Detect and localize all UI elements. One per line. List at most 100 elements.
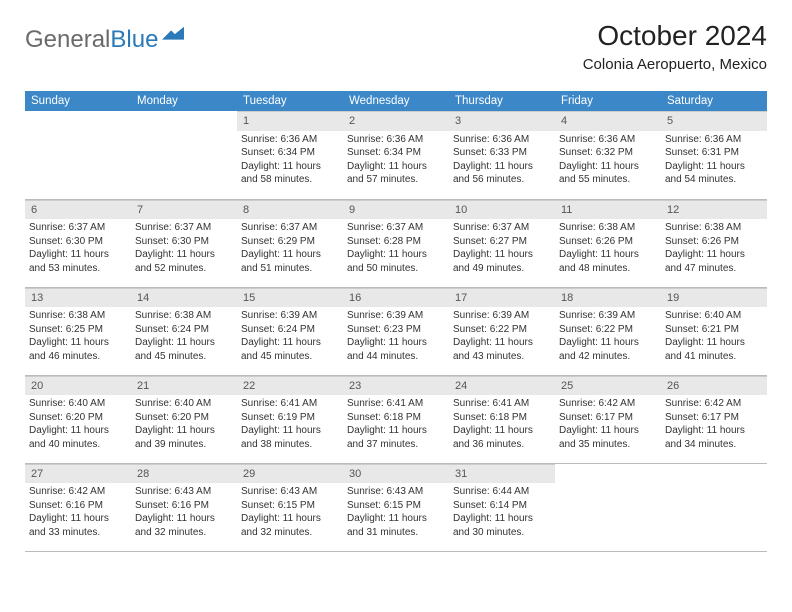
sunrise-line: Sunrise: 6:38 AM xyxy=(559,221,657,235)
day-content: Sunrise: 6:37 AMSunset: 6:27 PMDaylight:… xyxy=(449,219,555,277)
sunrise-line: Sunrise: 6:40 AM xyxy=(29,397,127,411)
sunrise-line: Sunrise: 6:37 AM xyxy=(29,221,127,235)
day-cell: 4Sunrise: 6:36 AMSunset: 6:32 PMDaylight… xyxy=(555,111,661,199)
sunrise-line: Sunrise: 6:36 AM xyxy=(453,133,551,147)
day-number: 8 xyxy=(237,200,343,220)
sunset-line: Sunset: 6:17 PM xyxy=(559,411,657,425)
daylight-line: Daylight: 11 hours and 41 minutes. xyxy=(665,336,763,363)
daylight-line: Daylight: 11 hours and 51 minutes. xyxy=(241,248,339,275)
sunset-line: Sunset: 6:34 PM xyxy=(347,146,445,160)
daylight-line: Daylight: 11 hours and 39 minutes. xyxy=(135,424,233,451)
day-number: 23 xyxy=(343,376,449,396)
weekday-header: Thursday xyxy=(449,91,555,111)
weekday-header: Friday xyxy=(555,91,661,111)
day-cell: 3Sunrise: 6:36 AMSunset: 6:33 PMDaylight… xyxy=(449,111,555,199)
daylight-line: Daylight: 11 hours and 57 minutes. xyxy=(347,160,445,187)
day-cell: 19Sunrise: 6:40 AMSunset: 6:21 PMDayligh… xyxy=(661,287,767,375)
sunrise-line: Sunrise: 6:39 AM xyxy=(347,309,445,323)
day-cell: 23Sunrise: 6:41 AMSunset: 6:18 PMDayligh… xyxy=(343,375,449,463)
day-cell: 9Sunrise: 6:37 AMSunset: 6:28 PMDaylight… xyxy=(343,199,449,287)
sunrise-line: Sunrise: 6:43 AM xyxy=(241,485,339,499)
daylight-line: Daylight: 11 hours and 54 minutes. xyxy=(665,160,763,187)
day-cell: 2Sunrise: 6:36 AMSunset: 6:34 PMDaylight… xyxy=(343,111,449,199)
day-cell: 20Sunrise: 6:40 AMSunset: 6:20 PMDayligh… xyxy=(25,375,131,463)
day-cell: 8Sunrise: 6:37 AMSunset: 6:29 PMDaylight… xyxy=(237,199,343,287)
day-number: 12 xyxy=(661,200,767,220)
day-cell: 17Sunrise: 6:39 AMSunset: 6:22 PMDayligh… xyxy=(449,287,555,375)
sunset-line: Sunset: 6:16 PM xyxy=(135,499,233,513)
day-cell: 29Sunrise: 6:43 AMSunset: 6:15 PMDayligh… xyxy=(237,463,343,551)
sunrise-line: Sunrise: 6:42 AM xyxy=(29,485,127,499)
day-content: Sunrise: 6:37 AMSunset: 6:30 PMDaylight:… xyxy=(131,219,237,277)
sunset-line: Sunset: 6:30 PM xyxy=(135,235,233,249)
day-content: Sunrise: 6:39 AMSunset: 6:24 PMDaylight:… xyxy=(237,307,343,365)
daylight-line: Daylight: 11 hours and 43 minutes. xyxy=(453,336,551,363)
sunset-line: Sunset: 6:26 PM xyxy=(559,235,657,249)
sunset-line: Sunset: 6:19 PM xyxy=(241,411,339,425)
day-content: Sunrise: 6:40 AMSunset: 6:20 PMDaylight:… xyxy=(131,395,237,453)
day-content: Sunrise: 6:38 AMSunset: 6:24 PMDaylight:… xyxy=(131,307,237,365)
sunset-line: Sunset: 6:33 PM xyxy=(453,146,551,160)
sunset-line: Sunset: 6:15 PM xyxy=(241,499,339,513)
daylight-line: Daylight: 11 hours and 30 minutes. xyxy=(453,512,551,539)
daylight-line: Daylight: 11 hours and 40 minutes. xyxy=(29,424,127,451)
weekday-header: Monday xyxy=(131,91,237,111)
logo-wave-icon xyxy=(162,26,184,44)
day-number: 2 xyxy=(343,111,449,131)
logo-blue: Blue xyxy=(110,26,158,53)
daylight-line: Daylight: 11 hours and 49 minutes. xyxy=(453,248,551,275)
sunrise-line: Sunrise: 6:42 AM xyxy=(559,397,657,411)
day-cell: 26Sunrise: 6:42 AMSunset: 6:17 PMDayligh… xyxy=(661,375,767,463)
daylight-line: Daylight: 11 hours and 33 minutes. xyxy=(29,512,127,539)
day-number: 15 xyxy=(237,288,343,308)
sunset-line: Sunset: 6:27 PM xyxy=(453,235,551,249)
day-number: 13 xyxy=(25,288,131,308)
calendar-week-row: 6Sunrise: 6:37 AMSunset: 6:30 PMDaylight… xyxy=(25,199,767,287)
day-number: 20 xyxy=(25,376,131,396)
calendar-week-row: 13Sunrise: 6:38 AMSunset: 6:25 PMDayligh… xyxy=(25,287,767,375)
sunrise-line: Sunrise: 6:39 AM xyxy=(241,309,339,323)
day-content: Sunrise: 6:37 AMSunset: 6:30 PMDaylight:… xyxy=(25,219,131,277)
day-content: Sunrise: 6:42 AMSunset: 6:17 PMDaylight:… xyxy=(661,395,767,453)
sunset-line: Sunset: 6:24 PM xyxy=(135,323,233,337)
daylight-line: Daylight: 11 hours and 35 minutes. xyxy=(559,424,657,451)
day-number: 1 xyxy=(237,111,343,131)
sunset-line: Sunset: 6:15 PM xyxy=(347,499,445,513)
day-number: 29 xyxy=(237,464,343,484)
sunset-line: Sunset: 6:16 PM xyxy=(29,499,127,513)
day-number: 6 xyxy=(25,200,131,220)
sunset-line: Sunset: 6:17 PM xyxy=(665,411,763,425)
day-content: Sunrise: 6:41 AMSunset: 6:18 PMDaylight:… xyxy=(343,395,449,453)
sunset-line: Sunset: 6:21 PM xyxy=(665,323,763,337)
day-cell: 11Sunrise: 6:38 AMSunset: 6:26 PMDayligh… xyxy=(555,199,661,287)
sunrise-line: Sunrise: 6:41 AM xyxy=(347,397,445,411)
sunrise-line: Sunrise: 6:37 AM xyxy=(241,221,339,235)
sunrise-line: Sunrise: 6:43 AM xyxy=(347,485,445,499)
title-block: October 2024 Colonia Aeropuerto, Mexico xyxy=(583,20,767,73)
day-content: Sunrise: 6:41 AMSunset: 6:19 PMDaylight:… xyxy=(237,395,343,453)
day-content: Sunrise: 6:42 AMSunset: 6:16 PMDaylight:… xyxy=(25,483,131,541)
sunset-line: Sunset: 6:29 PM xyxy=(241,235,339,249)
sunrise-line: Sunrise: 6:44 AM xyxy=(453,485,551,499)
day-content: Sunrise: 6:38 AMSunset: 6:26 PMDaylight:… xyxy=(555,219,661,277)
day-number: 16 xyxy=(343,288,449,308)
day-number: 4 xyxy=(555,111,661,131)
calendar-week-row: ..1Sunrise: 6:36 AMSunset: 6:34 PMDaylig… xyxy=(25,111,767,199)
day-cell: 21Sunrise: 6:40 AMSunset: 6:20 PMDayligh… xyxy=(131,375,237,463)
day-number: 11 xyxy=(555,200,661,220)
sunrise-line: Sunrise: 6:36 AM xyxy=(559,133,657,147)
day-cell: 18Sunrise: 6:39 AMSunset: 6:22 PMDayligh… xyxy=(555,287,661,375)
day-number: 25 xyxy=(555,376,661,396)
daylight-line: Daylight: 11 hours and 50 minutes. xyxy=(347,248,445,275)
day-content: Sunrise: 6:42 AMSunset: 6:17 PMDaylight:… xyxy=(555,395,661,453)
daylight-line: Daylight: 11 hours and 36 minutes. xyxy=(453,424,551,451)
logo-text: GeneralBlue xyxy=(25,26,158,54)
daylight-line: Daylight: 11 hours and 46 minutes. xyxy=(29,336,127,363)
day-content: Sunrise: 6:37 AMSunset: 6:29 PMDaylight:… xyxy=(237,219,343,277)
sunset-line: Sunset: 6:24 PM xyxy=(241,323,339,337)
day-content: Sunrise: 6:36 AMSunset: 6:34 PMDaylight:… xyxy=(237,131,343,189)
sunrise-line: Sunrise: 6:40 AM xyxy=(135,397,233,411)
weekday-header-row: Sunday Monday Tuesday Wednesday Thursday… xyxy=(25,91,767,111)
sunset-line: Sunset: 6:22 PM xyxy=(559,323,657,337)
sunrise-line: Sunrise: 6:40 AM xyxy=(665,309,763,323)
